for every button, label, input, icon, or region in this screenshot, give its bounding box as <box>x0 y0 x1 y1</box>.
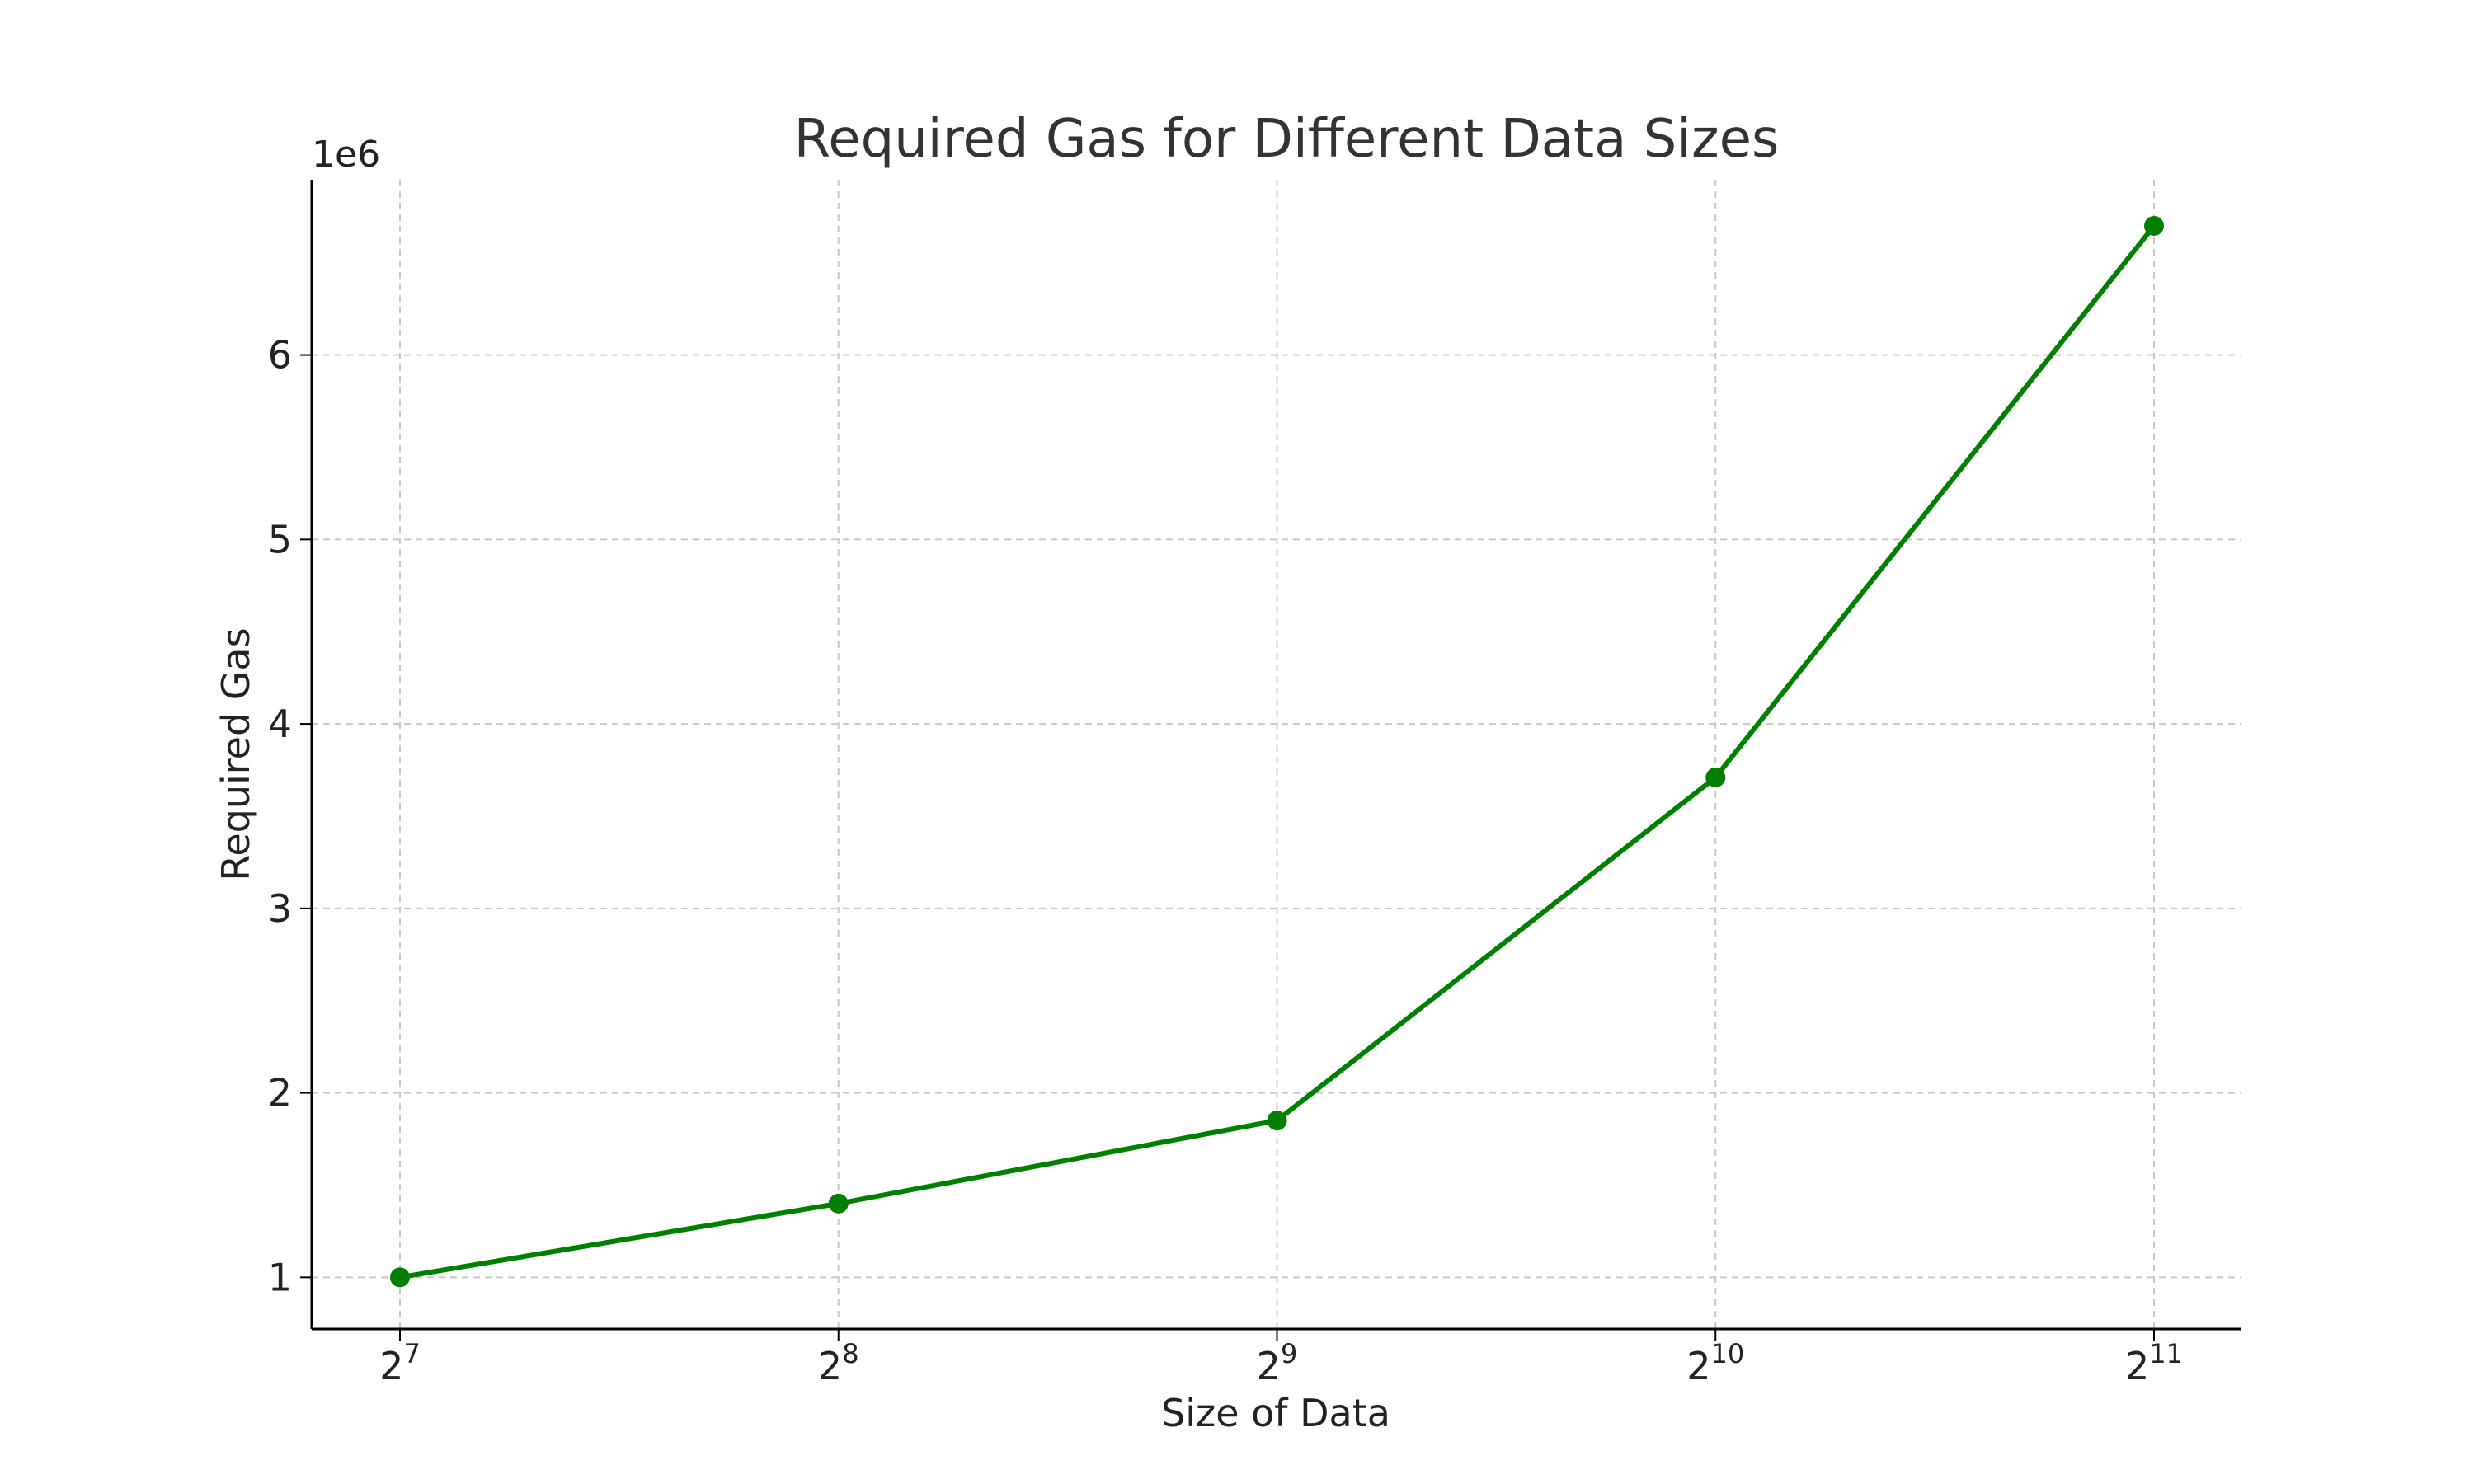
chart-title: Required Gas for Different Data Sizes <box>794 109 1780 170</box>
y-tick-label: 3 <box>268 886 292 931</box>
y-tick-label: 5 <box>268 517 292 561</box>
series-group <box>390 215 2164 1288</box>
x-tick-label: 211 <box>2125 1338 2183 1388</box>
x-tick-label: 29 <box>1257 1338 1298 1388</box>
x-tick-label: 27 <box>379 1338 421 1388</box>
data-point <box>1705 767 1726 787</box>
x-axis-label: Size of Data <box>1161 1391 1390 1435</box>
y-tick-label: 2 <box>268 1071 292 1115</box>
y-tick-label: 6 <box>268 333 292 378</box>
x-tick-label: 210 <box>1686 1338 1744 1388</box>
y-offset-label: 1e6 <box>312 134 380 176</box>
data-point <box>828 1193 849 1214</box>
x-tick-label: 28 <box>818 1338 859 1388</box>
x-axis-ticks: 27 28 29 210 211 <box>379 1329 2183 1388</box>
data-point <box>2144 215 2164 236</box>
y-axis-label: Required Gas <box>214 627 258 881</box>
data-point <box>390 1267 410 1288</box>
data-point <box>1267 1111 1287 1131</box>
y-axis-ticks: 1 2 3 4 5 6 <box>268 333 312 1299</box>
y-tick-label: 4 <box>268 702 292 746</box>
grid-lines <box>312 180 2241 1329</box>
y-tick-label: 1 <box>268 1255 292 1299</box>
